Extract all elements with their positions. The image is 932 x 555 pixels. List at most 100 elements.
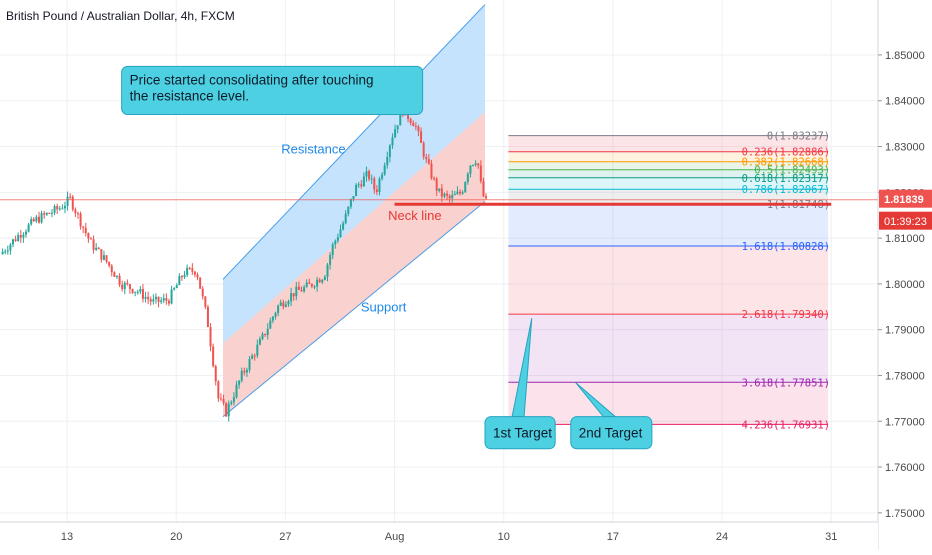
- candle-body: [4, 251, 7, 253]
- candle-body: [217, 381, 220, 399]
- candle-body: [230, 402, 233, 404]
- candle-body: [313, 286, 316, 288]
- candle-body: [440, 188, 443, 197]
- candle-body: [357, 184, 360, 186]
- candle-body: [310, 283, 313, 287]
- candle-body: [482, 181, 485, 197]
- candle-body: [394, 129, 397, 138]
- x-axis-panel: [0, 522, 878, 550]
- first-target-callout-box: [484, 416, 556, 450]
- second-target-callout-text: 2nd Target: [579, 426, 643, 441]
- consolidation-callout-box: [121, 65, 424, 115]
- candle-body: [271, 316, 274, 321]
- candle-body: [11, 239, 14, 245]
- candle-body: [344, 213, 347, 224]
- candle-body: [370, 178, 373, 180]
- candle-body: [1, 251, 4, 255]
- candle-body: [238, 380, 241, 385]
- candle-body: [318, 279, 321, 283]
- candle-body: [139, 288, 142, 292]
- candle-body: [69, 196, 72, 198]
- candle-body: [383, 165, 386, 175]
- countdown-value: 01:39:23: [884, 216, 927, 228]
- candle-body: [63, 205, 66, 209]
- fib-zone: [508, 151, 829, 162]
- fib-zone: [508, 177, 829, 190]
- candle-body: [105, 255, 108, 262]
- candle-body: [82, 226, 85, 228]
- fib-level-label: 0.5(1.82493): [754, 165, 830, 177]
- x-tick-label: 20: [170, 531, 182, 543]
- candle-body: [386, 157, 389, 166]
- fib-zone: [508, 135, 829, 152]
- candle-body: [214, 366, 217, 382]
- candle-body: [162, 298, 165, 301]
- candle-body: [92, 239, 95, 250]
- candle-body: [456, 191, 459, 195]
- candle-body: [100, 249, 103, 260]
- candle-body: [326, 264, 329, 277]
- candle-body: [438, 188, 441, 191]
- candle-body: [258, 338, 261, 345]
- candle-body: [6, 250, 9, 252]
- candle-body: [331, 244, 334, 255]
- candle-body: [282, 302, 285, 307]
- candle-body: [232, 397, 235, 403]
- fib-level-label: 0.618(1.82317): [742, 173, 831, 185]
- fib-level-label: 0.786(1.82067): [742, 184, 831, 196]
- candlesticks: [1, 105, 488, 422]
- candle-body: [102, 255, 105, 260]
- fib-zone: [508, 382, 829, 425]
- candle-body: [219, 398, 222, 400]
- neckline-label: Neck line: [388, 208, 441, 223]
- candle-body: [339, 229, 342, 238]
- candle-body: [123, 282, 126, 290]
- y-tick-label: 1.80000: [885, 279, 925, 291]
- fib-level-label: 3.618(1.77851): [742, 377, 831, 389]
- candle-body: [113, 272, 116, 277]
- candle-body: [243, 370, 246, 373]
- fib-level-label: 0.382(1.82668): [742, 157, 831, 169]
- candle-body: [128, 284, 131, 289]
- candle-body: [269, 320, 272, 329]
- candle-body: [362, 176, 365, 187]
- candle-body: [160, 300, 163, 302]
- candle-body: [183, 275, 186, 278]
- candle-body: [121, 284, 124, 290]
- candle-body: [175, 284, 178, 289]
- candle-body: [287, 301, 290, 305]
- support-label: Support: [361, 299, 407, 314]
- candle-body: [251, 355, 254, 359]
- candle-body: [323, 276, 326, 280]
- candle-body: [485, 196, 488, 199]
- chart-title: British Pound / Australian Dollar, 4h, F…: [6, 9, 235, 23]
- candle-body: [277, 305, 280, 313]
- fib-level-label: 0(1.83237): [767, 131, 830, 143]
- candle-body: [17, 235, 20, 241]
- candle-body: [295, 286, 298, 297]
- candle-body: [352, 196, 355, 199]
- candle-body: [35, 216, 38, 222]
- candle-body: [477, 163, 480, 166]
- candle-body: [474, 163, 477, 165]
- candle-body: [466, 173, 469, 183]
- candle-body: [147, 296, 150, 300]
- candle-body: [76, 213, 79, 215]
- candle-body: [79, 213, 82, 227]
- candle-body: [186, 267, 189, 276]
- candle-body: [388, 145, 391, 158]
- x-tick-label: 10: [498, 531, 510, 543]
- candle-body: [222, 399, 225, 404]
- candle-body: [191, 268, 194, 272]
- candle-body: [479, 165, 482, 182]
- candle-body: [329, 254, 332, 265]
- candle-body: [170, 289, 173, 304]
- candle-body: [84, 227, 87, 234]
- candle-body: [347, 206, 350, 214]
- candle-body: [378, 178, 381, 192]
- candle-body: [173, 288, 176, 290]
- candle-body: [433, 178, 436, 180]
- candle-body: [256, 344, 259, 356]
- candle-body: [37, 216, 40, 223]
